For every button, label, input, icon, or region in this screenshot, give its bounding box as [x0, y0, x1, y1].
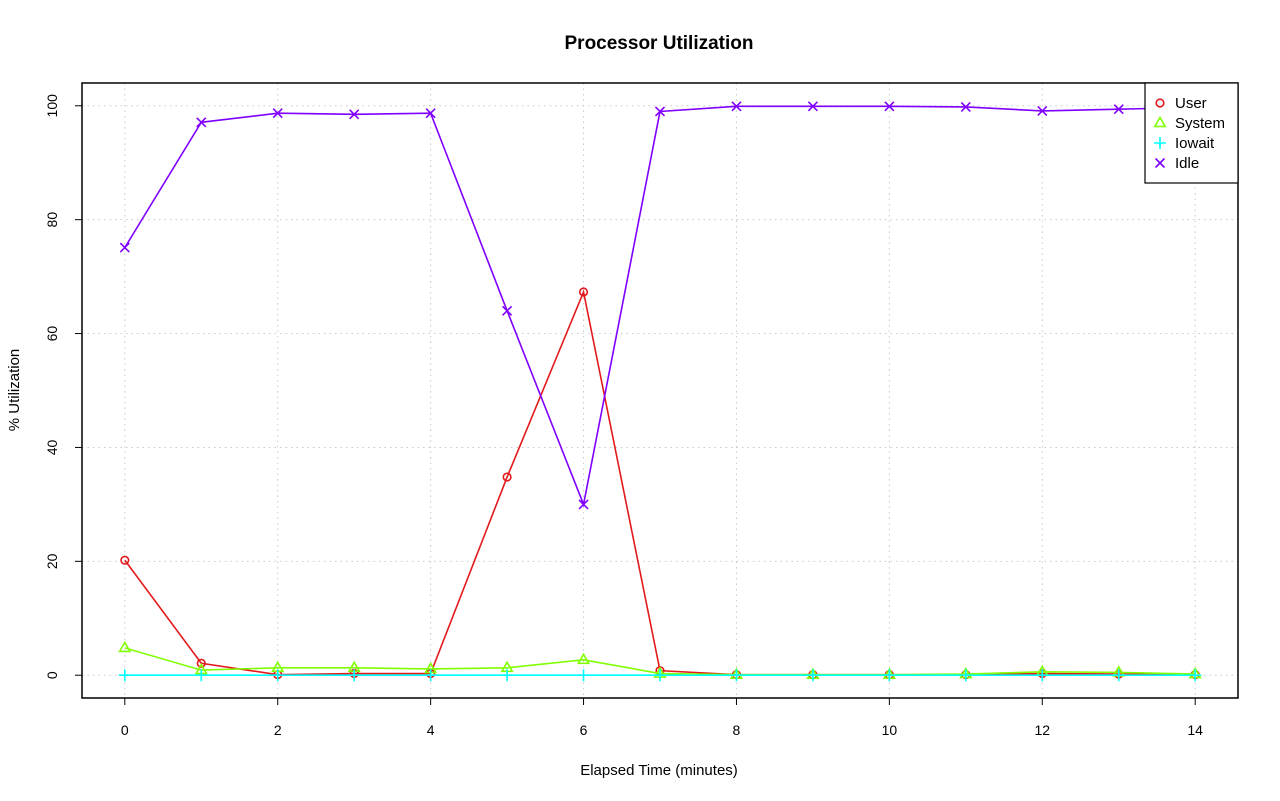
data-point-idle	[654, 106, 666, 117]
data-point-user	[120, 555, 130, 565]
data-point-iowait	[654, 669, 666, 682]
data-point-iowait	[730, 669, 743, 682]
data-point-idle	[1037, 105, 1048, 116]
chart-title: Processor Utilization	[565, 33, 754, 54]
data-point-iowait	[806, 669, 819, 682]
legend-label-idle: Idle	[1175, 155, 1199, 172]
data-point-iowait	[501, 669, 514, 682]
series-group	[118, 101, 1202, 682]
legend-marker-user	[1155, 98, 1165, 108]
legend: User System Iowait Idle	[1144, 82, 1239, 184]
legend-label-user: User	[1175, 95, 1207, 112]
data-point-iowait	[1112, 669, 1125, 682]
data-point-system	[576, 652, 591, 665]
series-line-user	[124, 289, 1196, 676]
y-axis-label: % Utilization	[6, 349, 23, 432]
x-tick-label: 8	[733, 722, 741, 738]
legend-marker-idle	[1154, 157, 1166, 169]
data-point-iowait	[883, 669, 896, 682]
y-tick-label: 40	[44, 439, 60, 455]
data-point-iowait	[348, 669, 361, 682]
y-tick-label: 20	[44, 553, 60, 569]
data-point-iowait	[577, 669, 590, 682]
data-point-idle	[807, 101, 818, 112]
x-axis-label: Elapsed Time (minutes)	[580, 762, 738, 779]
data-point-idle	[196, 117, 207, 128]
data-point-idle	[502, 305, 513, 316]
y-tick-label: 80	[44, 212, 60, 228]
legend-label-iowait: Iowait	[1175, 135, 1215, 152]
data-point-user	[196, 658, 206, 668]
y-tick-label: 0	[44, 671, 60, 679]
data-point-iowait	[118, 669, 131, 682]
grid-lines	[82, 83, 1238, 698]
x-tick-label: 0	[121, 722, 129, 738]
data-point-iowait	[424, 669, 437, 682]
data-point-iowait	[1036, 669, 1049, 682]
x-tick-label: 4	[427, 722, 435, 738]
data-point-idle	[272, 108, 283, 119]
x-tick-label: 12	[1034, 722, 1050, 738]
data-point-iowait	[195, 669, 208, 682]
data-point-idle	[578, 499, 589, 510]
y-tick-label: 100	[44, 94, 60, 118]
data-point-idle	[425, 108, 436, 119]
y-tick-label: 60	[44, 326, 60, 342]
data-point-iowait	[271, 669, 284, 682]
data-point-user	[502, 472, 512, 482]
legend-marker-system	[1153, 115, 1167, 128]
axes: 0 2 4 6 8 10 12 14 0 20 40 60 80 100	[44, 82, 1239, 738]
data-point-idle	[884, 101, 895, 112]
x-tick-label: 10	[882, 722, 898, 738]
data-point-idle	[119, 242, 130, 253]
x-tick-label: 6	[580, 722, 588, 738]
x-tick-label: 2	[274, 722, 282, 738]
data-point-system	[118, 640, 132, 653]
data-point-idle	[731, 101, 742, 112]
data-point-idle	[1113, 104, 1124, 115]
series-line-idle	[124, 105, 1196, 508]
legend-marker-iowait	[1154, 137, 1166, 149]
legend-label-system: System	[1175, 115, 1225, 132]
data-point-idle	[960, 101, 971, 112]
x-tick-label: 14	[1187, 722, 1203, 738]
data-point-iowait	[959, 669, 972, 682]
data-point-idle	[349, 109, 360, 120]
plot-frame	[81, 82, 1239, 699]
data-point-user	[578, 287, 589, 297]
data-point-iowait	[1189, 669, 1202, 682]
